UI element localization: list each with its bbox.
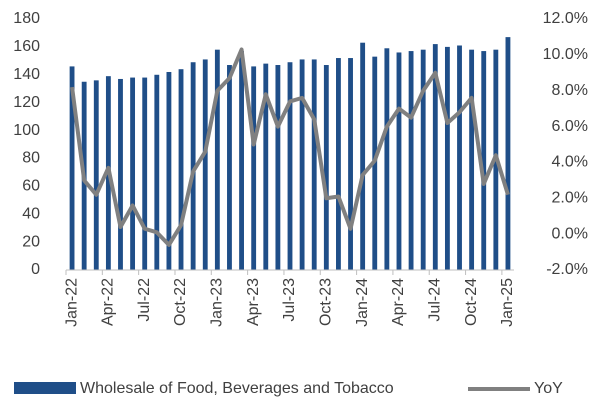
x-tick-label: Apr-24	[390, 278, 407, 326]
y2-tick-label: 6.0%	[552, 118, 588, 135]
bar	[130, 77, 136, 270]
y-tick-label: 20	[22, 233, 40, 250]
x-tick-label: Jan-23	[209, 278, 226, 327]
x-tick-label: Apr-22	[100, 278, 117, 326]
y-tick-label: 140	[13, 66, 40, 83]
bar	[239, 51, 244, 271]
x-tick-label: Jan-25	[499, 278, 516, 327]
bar	[505, 37, 511, 270]
bar	[336, 58, 341, 270]
y2-tick-label: 12.0%	[543, 10, 588, 27]
bar	[227, 65, 232, 271]
y-tick-label: 60	[22, 178, 40, 195]
y-tick-label: 0	[31, 261, 40, 278]
legend-swatch	[14, 382, 76, 394]
bar	[275, 65, 281, 271]
y2-tick-label: 0.0%	[552, 225, 588, 242]
y-tick-label: 160	[13, 38, 40, 55]
y2-tick-label: 8.0%	[552, 82, 588, 99]
y2-tick-label: -2.0%	[546, 261, 588, 278]
bar	[142, 77, 148, 270]
y-tick-label: 120	[13, 94, 40, 111]
y-tick-label: 80	[22, 150, 40, 167]
x-tick-label: Jul-24	[427, 278, 444, 322]
x-tick-label: Oct-23	[318, 278, 335, 326]
y-tick-label: 100	[13, 122, 40, 139]
bar	[69, 66, 75, 271]
bar	[396, 52, 402, 270]
bar	[214, 49, 220, 270]
bar	[287, 62, 293, 270]
bar	[348, 58, 353, 270]
bar	[190, 62, 196, 270]
bar	[311, 59, 317, 270]
bar	[178, 69, 184, 270]
x-tick-label: Jul-22	[136, 278, 153, 322]
x-tick-label: Jan-24	[354, 278, 371, 327]
bar	[299, 59, 305, 270]
bar	[444, 46, 450, 271]
x-tick-label: Apr-23	[245, 278, 262, 326]
y2-tick-label: 10.0%	[543, 46, 588, 63]
y2-tick-label: 4.0%	[552, 154, 588, 171]
legend-label: Wholesale of Food, Beverages and Tobacco	[80, 380, 394, 397]
bar	[154, 74, 160, 271]
legend-label: YoY	[534, 380, 563, 397]
y-tick-label: 40	[22, 205, 40, 222]
x-tick-label: Oct-22	[172, 278, 189, 326]
bar	[420, 49, 426, 270]
bar	[469, 49, 475, 270]
bar	[360, 42, 366, 271]
bar	[118, 78, 123, 270]
bar	[408, 51, 414, 271]
x-tick-label: Jul-23	[281, 278, 298, 322]
bar	[323, 65, 329, 271]
bar	[457, 45, 462, 270]
bar	[481, 51, 487, 271]
bar	[251, 66, 257, 271]
bar	[166, 71, 172, 270]
bar	[432, 44, 438, 270]
bar	[263, 63, 269, 270]
y-tick-label: 180	[13, 10, 40, 27]
x-tick-label: Oct-24	[463, 278, 480, 326]
bar	[93, 80, 99, 270]
bar	[384, 48, 390, 271]
line	[70, 47, 510, 247]
bar	[202, 59, 208, 270]
y2-tick-label: 2.0%	[552, 190, 588, 207]
x-tick-label: Jan-22	[63, 278, 80, 327]
